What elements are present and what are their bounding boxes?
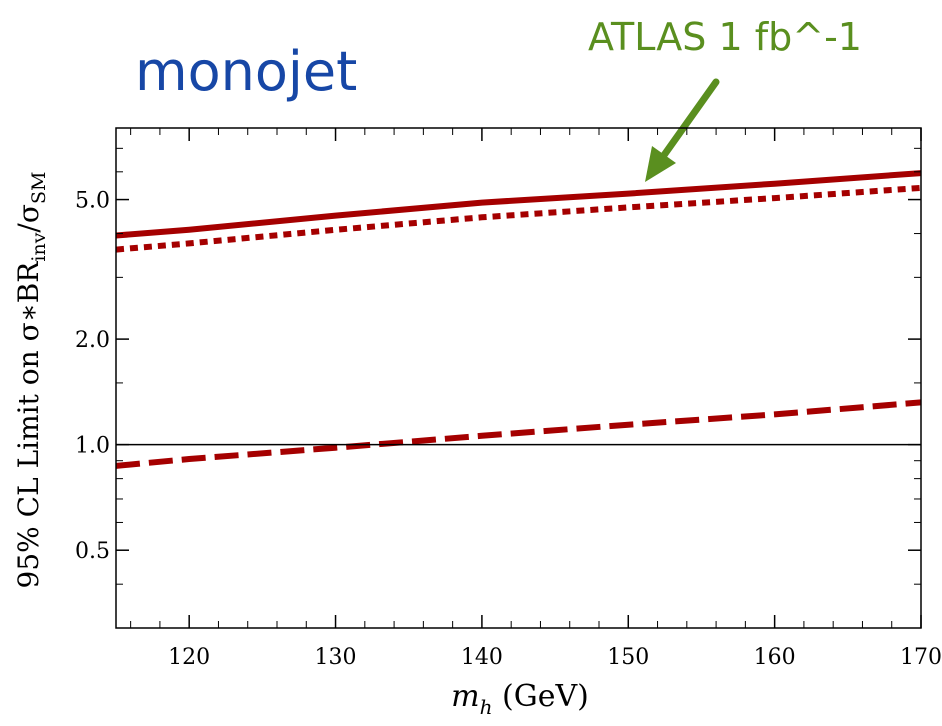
series-layer: [116, 170, 921, 469]
y-tick-label: 2.0: [75, 328, 110, 353]
y-tick-label: 0.5: [75, 539, 110, 564]
x-tick-label: 160: [754, 645, 796, 670]
x-tick-label: 130: [315, 645, 357, 670]
series-solid-line: [116, 170, 921, 239]
ticks-layer: [116, 127, 922, 629]
x-axis-sub: h: [480, 695, 493, 719]
series-dashed-line: [116, 399, 921, 469]
y-axis-prefix: 95% CL Limit on σ∗BR: [12, 261, 45, 589]
series-dotted-line: [116, 184, 921, 253]
x-axis-label: mh (GeV): [451, 679, 589, 719]
tick-labels-layer: 120 130 140 150 160 170 0.5 1.0 2.0 5.0: [75, 189, 942, 670]
x-tick-label: 120: [168, 645, 210, 670]
annotation-arrow: [645, 78, 720, 182]
y-axis-mid: /σ: [12, 204, 45, 233]
y-tick-label: 1.0: [75, 434, 110, 459]
chart-title: monojet: [135, 40, 357, 103]
y-axis-sub1: inv: [28, 232, 50, 261]
plot-frame: [115, 127, 922, 629]
chart-annotation: ATLAS 1 fb^-1: [588, 15, 862, 59]
y-tick-label: 5.0: [75, 189, 110, 214]
x-axis-unit: (GeV): [493, 679, 589, 714]
y-axis-label: 95% CL Limit on σ∗BRinv/σSM: [12, 172, 50, 589]
x-tick-label: 150: [607, 645, 649, 670]
y-axis-sub2: SM: [28, 172, 50, 204]
x-tick-label: 170: [900, 645, 942, 670]
x-axis-var: m: [451, 679, 479, 714]
x-tick-label: 140: [461, 645, 503, 670]
